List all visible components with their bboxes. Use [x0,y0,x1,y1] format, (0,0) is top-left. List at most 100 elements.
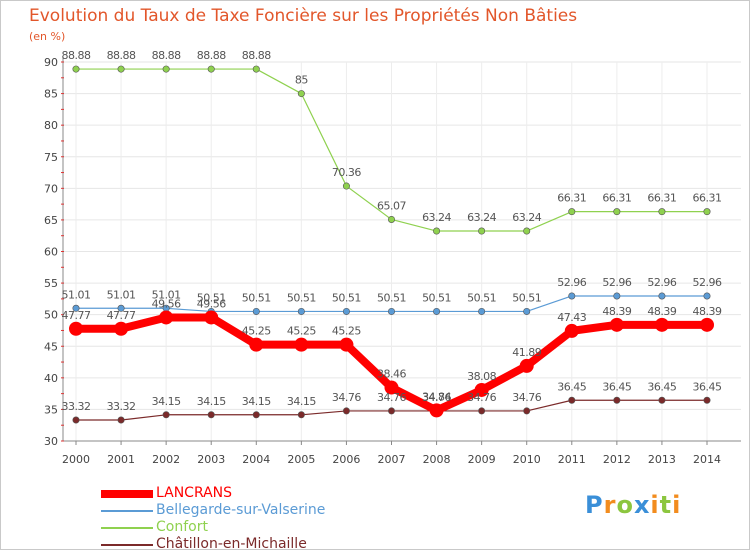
data-point [523,307,531,315]
logo-letter: o [616,491,634,519]
data-point [387,215,395,223]
data-point [294,337,309,352]
y-tick-label: 35 [44,403,58,416]
data-point [114,321,129,336]
data-point [72,65,80,73]
data-label: 52.96 [557,276,586,289]
x-tick-label: 2004 [242,453,270,466]
data-point [384,380,399,395]
data-label: 34.15 [242,395,271,408]
y-tick-label: 75 [44,151,58,164]
logo-letter: i [672,491,682,519]
legend-label: Bellegarde-sur-Valserine [156,502,326,518]
data-label: 50.51 [242,291,271,304]
data-point [297,90,305,98]
data-point [297,307,305,315]
data-label: 50.51 [377,291,406,304]
data-label: 50.51 [197,291,226,304]
data-point [387,407,395,415]
y-tick-label: 30 [44,435,58,448]
data-label: 66.31 [647,192,676,205]
x-tick-label: 2010 [513,453,541,466]
x-tick-label: 2012 [603,453,631,466]
y-tick-label: 55 [44,277,58,290]
data-label: 33.32 [62,400,91,413]
y-tick-label: 85 [44,88,58,101]
data-point [519,358,534,373]
data-label: 47.77 [107,309,136,322]
data-label: 34.84 [422,390,451,403]
data-label: 45.25 [242,325,271,338]
x-tick-label: 2014 [693,453,721,466]
data-label: 36.45 [647,380,676,393]
data-point [568,292,576,300]
data-point [433,227,441,235]
data-point [609,317,624,332]
logo-letter: P [585,491,604,519]
data-point [162,65,170,73]
data-label: 49.56 [152,297,181,310]
y-tick-label: 45 [44,340,58,353]
y-tick-label: 50 [44,309,58,322]
data-point [297,411,305,419]
data-label: 50.51 [512,291,541,304]
data-label: 38.08 [467,370,496,383]
data-point [433,307,441,315]
data-label: 50.51 [287,291,316,304]
data-point [613,208,621,216]
data-label: 45.25 [332,325,361,338]
data-label: 48.39 [647,305,676,318]
x-tick-label: 2008 [423,453,451,466]
data-point [613,396,621,404]
data-point [342,307,350,315]
data-label: 65.07 [377,199,406,212]
x-tick-label: 2000 [62,453,90,466]
data-label: 63.24 [512,211,541,224]
legend-swatch [101,490,153,498]
x-tick-label: 2006 [332,453,360,466]
legend-swatch [101,527,153,529]
data-label: 49.56 [197,297,226,310]
data-point [523,407,531,415]
data-label: 34.15 [197,395,226,408]
logo-letter: i [650,491,660,519]
logo-letter: r [603,491,617,519]
data-point [474,382,489,397]
data-label: 51.01 [62,288,91,301]
data-label: 34.15 [287,395,316,408]
legend-swatch [101,510,153,512]
logo-letter: x [633,491,651,519]
x-tick-label: 2001 [107,453,135,466]
data-label: 50.51 [422,291,451,304]
data-label: 88.88 [152,49,181,62]
data-point [249,337,264,352]
data-point [523,227,531,235]
data-label: 38.46 [377,368,406,381]
data-label: 41.89 [512,346,541,359]
data-label: 63.24 [422,211,451,224]
data-label: 50.51 [467,291,496,304]
data-point [568,208,576,216]
y-tick-label: 80 [44,119,58,132]
chart-title: Evolution du Taux de Taxe Foncière sur l… [29,6,578,26]
data-label: 50.51 [332,291,361,304]
data-point [564,323,579,338]
data-point [478,407,486,415]
x-tick-label: 2009 [468,453,496,466]
data-point [69,321,83,336]
data-point [478,227,486,235]
x-tick-label: 2013 [648,453,676,466]
legend-label: Châtillon-en-Michaille [156,536,307,552]
data-label: 52.96 [647,276,676,289]
data-label: 88.88 [197,49,226,62]
data-point [339,337,354,352]
data-label: 52.96 [602,276,631,289]
data-label: 66.31 [602,192,631,205]
data-label: 47.77 [62,309,91,322]
y-tick-label: 40 [44,372,58,385]
x-tick-label: 2005 [287,453,315,466]
data-point [703,208,711,216]
data-label: 66.31 [557,192,586,205]
data-label: 33.32 [107,400,136,413]
